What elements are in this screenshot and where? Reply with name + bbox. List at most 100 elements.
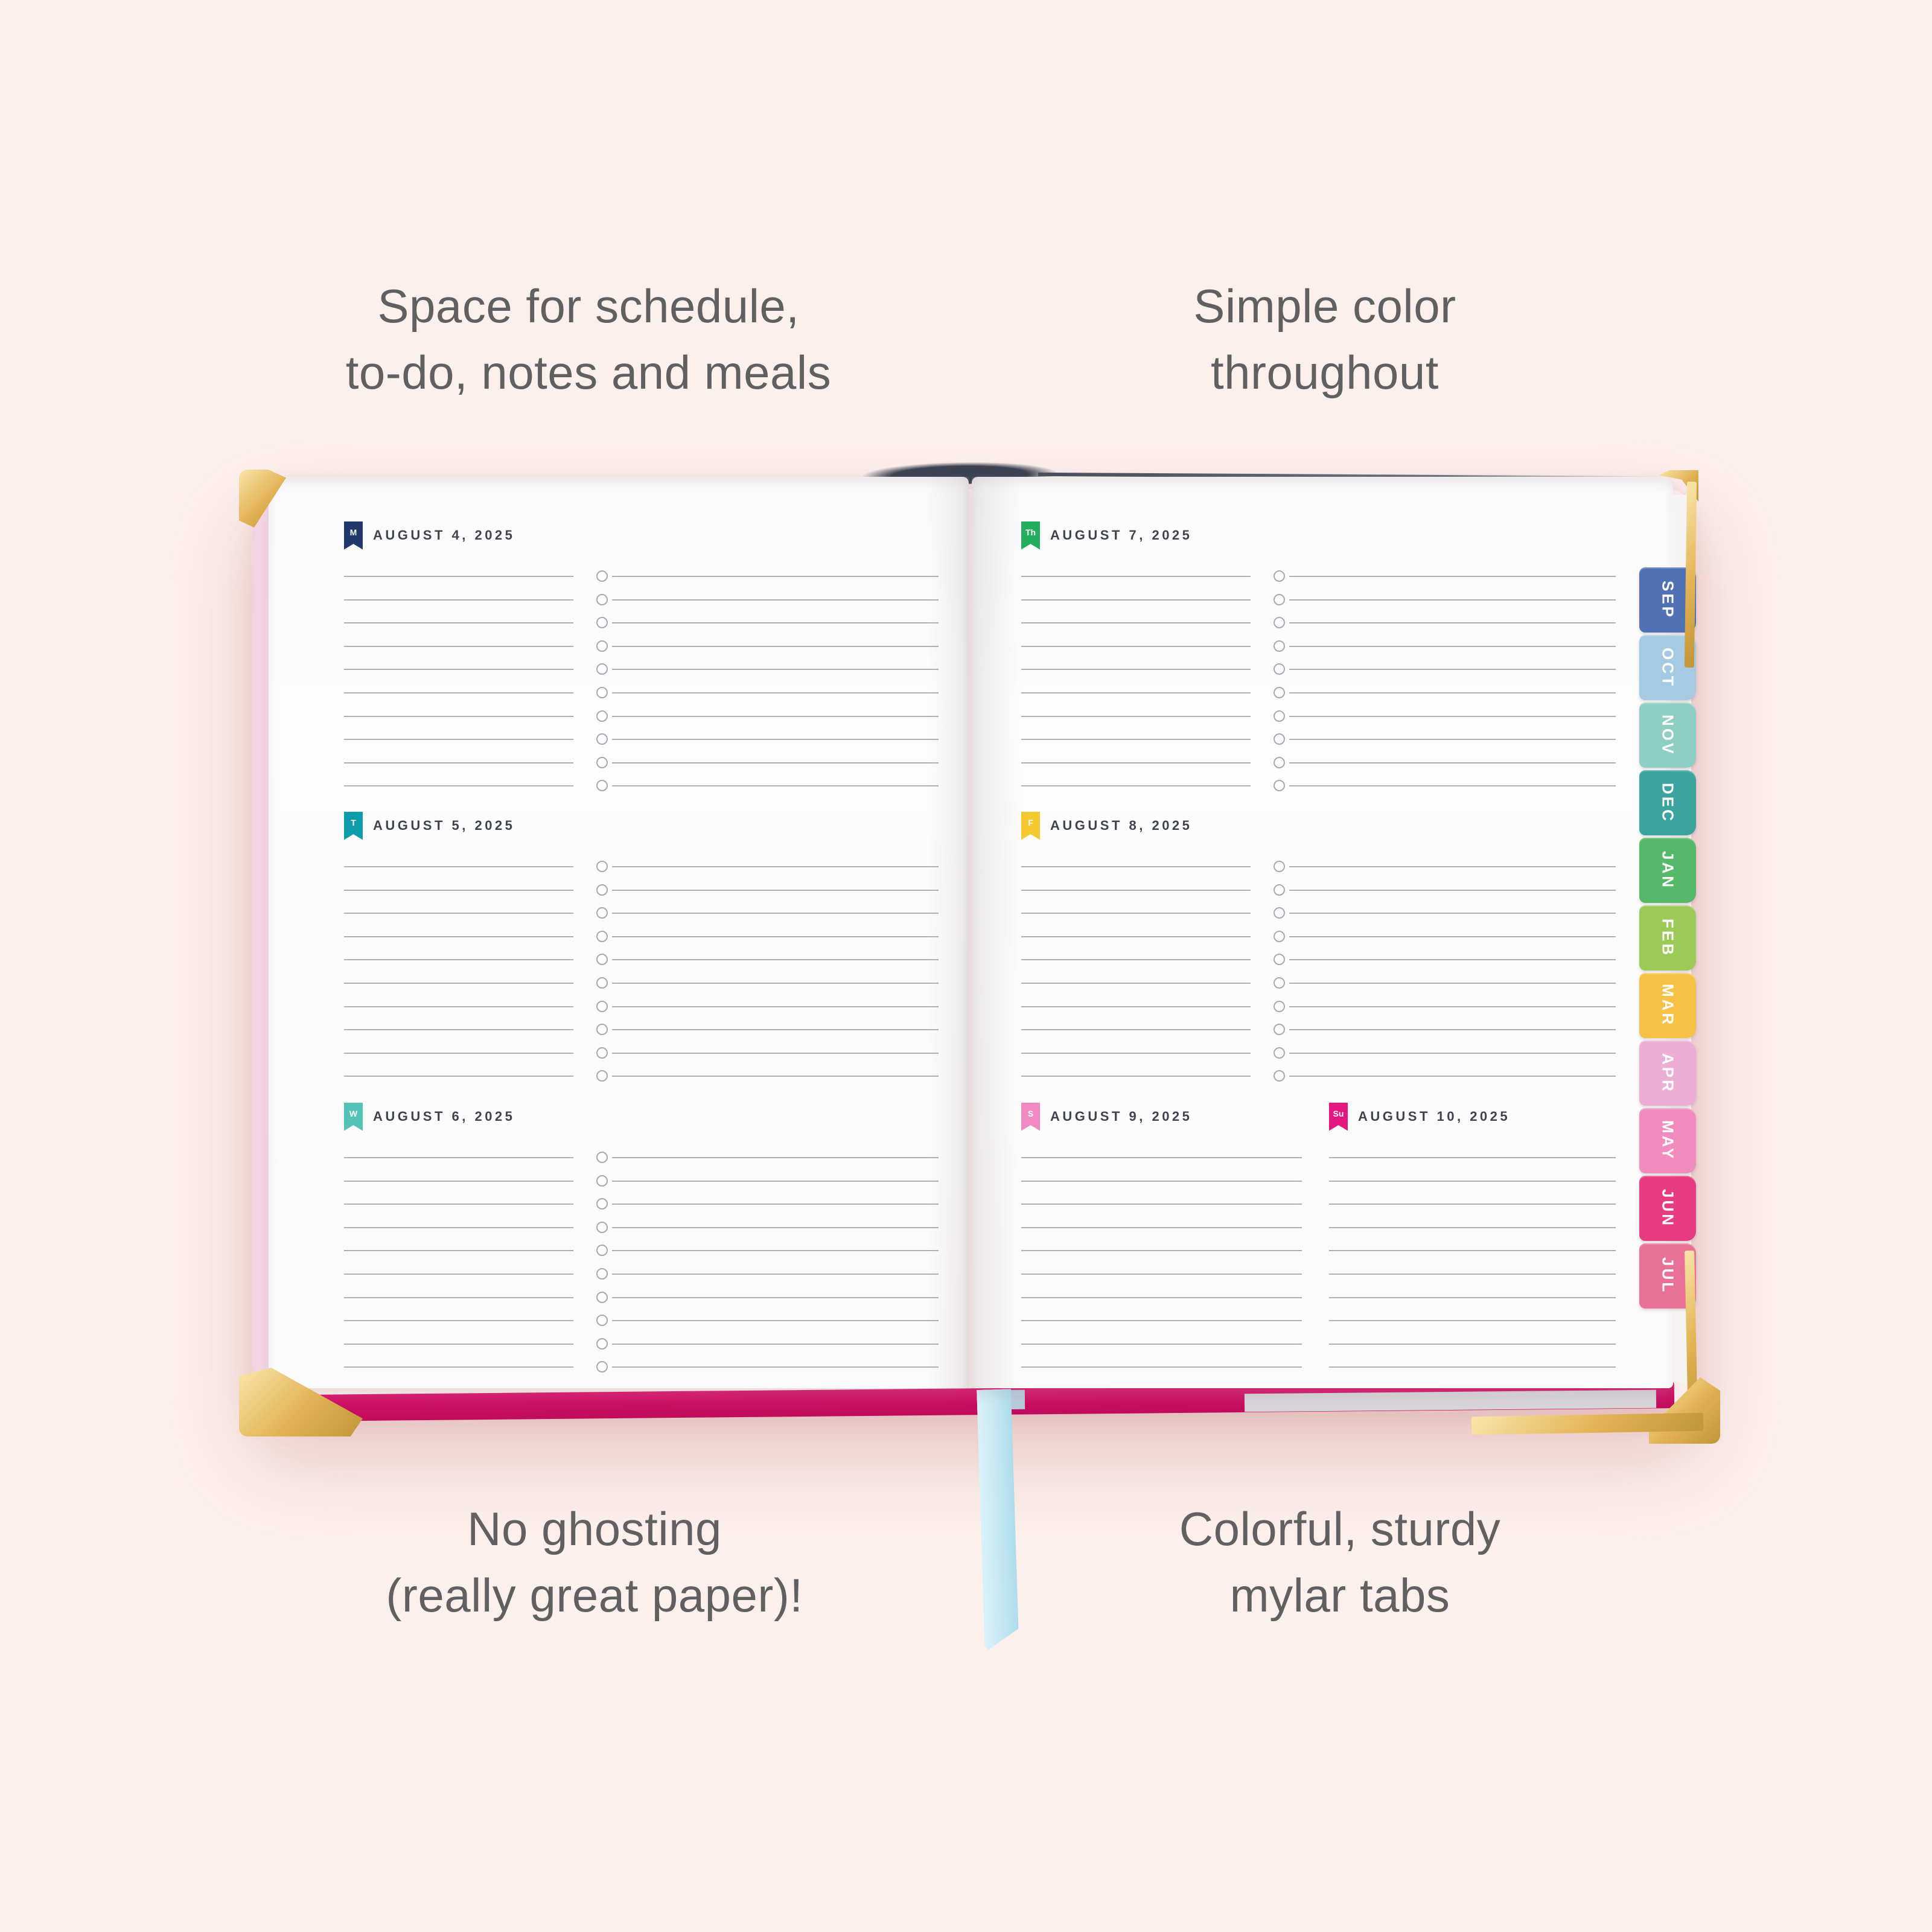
todo-line	[612, 1226, 939, 1228]
todo-checkbox-circle	[596, 686, 608, 698]
schedule-line	[1021, 1052, 1251, 1076]
month-tab-label: JUL	[1659, 1257, 1677, 1295]
schedule-line	[1021, 645, 1251, 669]
todo-line	[1289, 599, 1616, 601]
todo-row	[344, 640, 939, 669]
day-flag-icon: Su	[1329, 1102, 1348, 1131]
caption-line: Space for schedule,	[377, 279, 800, 333]
todo-row	[1021, 617, 1616, 646]
schedule-lines	[1021, 866, 1251, 1099]
day-block-s: S AUGUST 9, 2025	[1021, 1101, 1302, 1391]
todo-checkbox-circle	[1274, 756, 1285, 768]
todo-row	[344, 593, 939, 623]
schedule-line	[344, 1180, 573, 1204]
todo-checkbox-circle	[1274, 1000, 1285, 1012]
todo-row	[1021, 1047, 1616, 1076]
todo-row	[1021, 977, 1616, 1006]
todo-row	[344, 663, 939, 692]
todo-row	[1021, 710, 1616, 739]
todo-row	[344, 686, 939, 716]
schedule-line	[1021, 982, 1251, 1006]
todo-row	[344, 907, 939, 936]
todo-line	[612, 1343, 939, 1345]
todo-checkbox-circle	[1274, 861, 1285, 872]
day-block-t: T AUGUST 5, 2025	[344, 811, 939, 1100]
todo-row	[344, 1070, 939, 1099]
month-tab-label: APR	[1659, 1053, 1677, 1094]
todo-checkbox-circle	[1274, 570, 1285, 582]
weekend-line	[1021, 1343, 1302, 1367]
todo-checkbox-circle	[596, 1221, 608, 1233]
date-label: AUGUST 4, 2025	[373, 528, 515, 543]
todo-checkbox-circle	[1274, 593, 1285, 605]
todo-checkbox-circle	[596, 1291, 608, 1303]
schedule-line	[344, 1343, 573, 1367]
schedule-line	[344, 1366, 573, 1390]
todo-row	[1021, 907, 1616, 936]
weekend-line	[1021, 1226, 1302, 1251]
caption-top-right: Simple color throughout	[1038, 273, 1612, 406]
todo-checkbox-circle	[596, 756, 608, 768]
todo-line	[1289, 913, 1616, 914]
schedule-lines	[1021, 576, 1251, 809]
month-tab-label: FEB	[1659, 919, 1677, 957]
todo-checkbox-circle	[596, 640, 608, 652]
todo-row	[1021, 1070, 1616, 1099]
day-block-m: M AUGUST 4, 2025	[344, 520, 939, 810]
schedule-line	[344, 1076, 573, 1099]
todo-row	[344, 1152, 939, 1181]
todo-row	[344, 954, 939, 983]
weekend-line	[1329, 1180, 1616, 1204]
todo-checkbox-circle	[1274, 884, 1285, 896]
todo-row	[1021, 884, 1616, 913]
schedule-line	[1021, 762, 1251, 786]
todo-checkbox-circle	[596, 1175, 608, 1187]
schedule-line	[1021, 715, 1251, 739]
caption-top-left: Space for schedule, to-do, notes and mea…	[223, 273, 954, 406]
todo-line	[612, 599, 939, 601]
todo-line	[612, 645, 939, 647]
todo-checkbox-circle	[1274, 710, 1285, 722]
month-tab-apr: APR	[1639, 1041, 1696, 1106]
todo-line	[612, 1157, 939, 1158]
todo-row	[344, 1361, 939, 1390]
weekend-line	[1021, 1250, 1302, 1274]
schedule-line	[344, 1052, 573, 1076]
todo-line	[612, 1076, 939, 1077]
schedule-lines	[344, 1157, 573, 1390]
todo-line	[612, 1273, 939, 1275]
todo-row	[344, 1221, 939, 1251]
month-tab-label: JAN	[1659, 850, 1677, 890]
weekend-line	[1329, 1250, 1616, 1274]
todo-line	[612, 576, 939, 577]
month-tab-label: MAR	[1659, 984, 1677, 1027]
todo-checkbox-circle	[1274, 617, 1285, 629]
todo-checkbox-circle	[1274, 1070, 1285, 1082]
todo-row	[344, 780, 939, 809]
day-flag-icon: F	[1021, 811, 1040, 840]
day-block-f: F AUGUST 8, 2025	[1021, 811, 1616, 1100]
todo-row	[344, 977, 939, 1006]
todo-checkbox-circle	[596, 1024, 608, 1036]
day-header: M AUGUST 4, 2025	[344, 520, 515, 550]
month-tab-label: DEC	[1659, 782, 1677, 823]
date-label: AUGUST 7, 2025	[1050, 528, 1193, 543]
schedule-line	[344, 669, 573, 692]
writing-grid	[1021, 1157, 1302, 1390]
todo-row	[1021, 733, 1616, 762]
todo-line	[612, 1006, 939, 1007]
weekend-line	[1329, 1157, 1616, 1181]
caption-line: Colorful, sturdy	[1179, 1502, 1501, 1555]
todo-row	[344, 1245, 939, 1274]
month-tab-feb: FEB	[1639, 905, 1696, 971]
todo-checkbox-circle	[596, 1152, 608, 1163]
todo-line	[612, 889, 939, 891]
day-header: F AUGUST 8, 2025	[1021, 811, 1192, 841]
todo-lines	[1021, 861, 1616, 1099]
todo-row	[1021, 593, 1616, 623]
todo-row	[344, 1337, 939, 1367]
todo-line	[612, 1320, 939, 1322]
todo-row	[344, 1047, 939, 1076]
schedule-line	[344, 889, 573, 913]
weekend-line	[1329, 1204, 1616, 1227]
